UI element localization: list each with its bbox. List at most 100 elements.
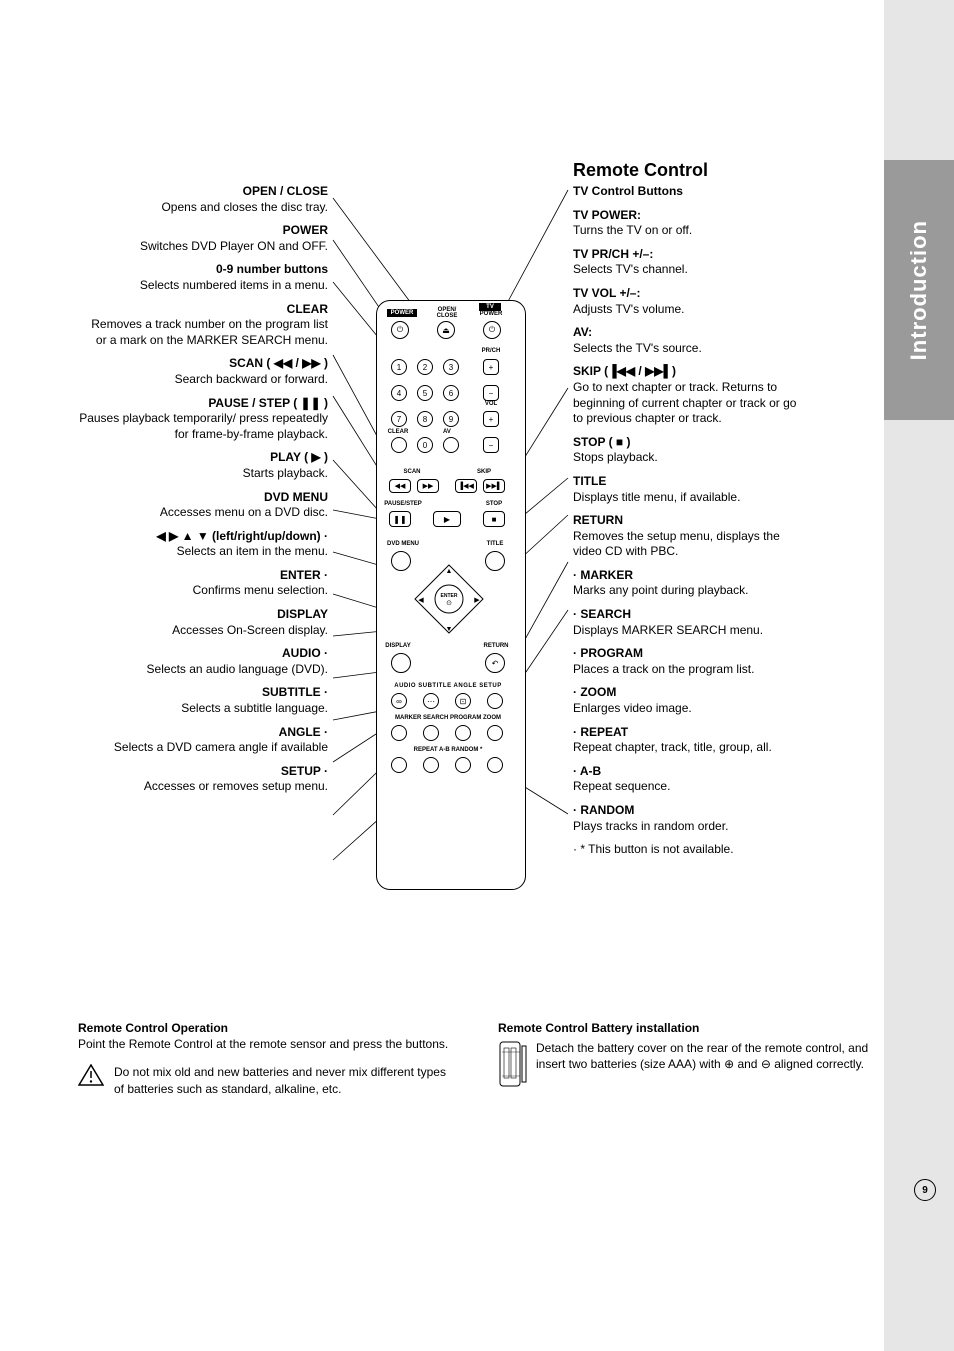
desc-clear: CLEARRemoves a track number on the progr…	[78, 302, 328, 349]
desc-title: TITLEDisplays title menu, if available.	[573, 474, 803, 505]
desc-zoom: · ZOOMEnlarges video image.	[573, 685, 803, 716]
label-tvpower: POWER	[477, 311, 505, 317]
btn-3: 3	[443, 359, 459, 375]
label-row5: MARKER SEARCH PROGRAM ZOOM	[383, 715, 513, 721]
btn-9: 9	[443, 411, 459, 427]
btn-play: ▶	[433, 511, 461, 527]
side-tab-label: Introduction	[906, 220, 932, 360]
desc-audio: AUDIO ·Selects an audio language (DVD).	[78, 646, 328, 677]
left-column: OPEN / CLOSEOpens and closes the disc tr…	[78, 184, 328, 803]
btn-power: ⏻	[391, 321, 409, 339]
btn-clear	[391, 437, 407, 453]
btn-vol-dn: −	[483, 437, 499, 453]
svg-text:▲: ▲	[446, 568, 453, 575]
btn-5: 5	[417, 385, 433, 401]
btn-tvpower: ⏻	[483, 321, 501, 339]
btn-7: 7	[391, 411, 407, 427]
btn-skip-back: ▐◀◀	[455, 479, 477, 493]
svg-text:⊙: ⊙	[446, 600, 452, 607]
btn-repeat	[391, 757, 407, 773]
desc-power: POWERSwitches DVD Player ON and OFF.	[78, 223, 328, 254]
btn-zoom	[487, 725, 503, 741]
desc-tvpower: TV POWER:Turns the TV on or off.	[573, 208, 803, 239]
desc-random: · RANDOMPlays tracks in random order.	[573, 803, 803, 834]
btn-star	[487, 757, 503, 773]
side-tab: Introduction	[884, 160, 954, 420]
btn-subtitle: ⋯	[423, 693, 439, 709]
desc-prch: TV PR/CH +/–:Selects TV's channel.	[573, 247, 803, 278]
op-text: Point the Remote Control at the remote s…	[78, 1037, 448, 1051]
btn-marker	[391, 725, 407, 741]
label-enter: ENTER	[441, 593, 458, 599]
batt-text: Detach the battery cover on the rear of …	[536, 1040, 878, 1072]
btn-display	[391, 653, 411, 673]
btn-scan-back: ◀◀	[389, 479, 411, 493]
label-vol: VOL	[477, 401, 505, 407]
btn-return: ↶	[485, 653, 505, 673]
label-stop: STOP	[481, 501, 507, 507]
desc-pause: PAUSE / STEP ( ❚❚ )Pauses playback tempo…	[78, 396, 328, 443]
batt-heading: Remote Control Battery installation	[498, 1021, 699, 1035]
btn-angle: ⊡	[455, 693, 471, 709]
label-display: DISPLAY	[381, 643, 415, 649]
desc-vol: TV VOL +/–:Adjusts TV's volume.	[573, 286, 803, 317]
btn-8: 8	[417, 411, 433, 427]
label-scan: SCAN	[397, 469, 427, 475]
btn-scan-fwd: ▶▶	[417, 479, 439, 493]
btn-dvdmenu	[391, 551, 411, 571]
label-clear: CLEAR	[385, 429, 411, 435]
desc-dvdmenu: DVD MENUAccesses menu on a DVD disc.	[78, 490, 328, 521]
btn-audio: ∞	[391, 693, 407, 709]
btn-setup	[487, 693, 503, 709]
desc-scan: SCAN ( ◀◀ / ▶▶ )Search backward or forwa…	[78, 356, 328, 387]
btn-pause: ❚❚	[389, 511, 411, 527]
label-openclose: OPEN/ CLOSE	[432, 307, 462, 319]
desc-numbers: 0-9 number buttonsSelects numbered items…	[78, 262, 328, 293]
desc-ab: · A-BRepeat sequence.	[573, 764, 803, 795]
label-row4: AUDIO SUBTITLE ANGLE SETUP	[383, 683, 513, 689]
label-row6: REPEAT A-B RANDOM *	[383, 747, 513, 753]
btn-vol-up: +	[483, 411, 499, 427]
desc-return: RETURNRemoves the setup menu, displays t…	[573, 513, 803, 560]
warning-text: Do not mix old and new batteries and nev…	[114, 1064, 458, 1096]
desc-marker: · MARKERMarks any point during playback.	[573, 568, 803, 599]
btn-6: 6	[443, 385, 459, 401]
right-column: TV Control Buttons TV POWER:Turns the TV…	[573, 184, 803, 866]
page-number: 9	[914, 1179, 936, 1201]
svg-text:◀: ◀	[418, 597, 424, 604]
label-dvdmenu: DVD MENU	[383, 541, 423, 547]
remote-diagram: POWER OPEN/ CLOSE TV POWER ⏻ ⏏ ⏻ PR/CH 1…	[376, 300, 526, 890]
btn-prch-up: +	[483, 359, 499, 375]
desc-repeat: · REPEATRepeat chapter, track, title, gr…	[573, 725, 803, 756]
battery-icon	[498, 1040, 528, 1088]
btn-ab	[423, 757, 439, 773]
desc-arrows: ◀ ▶ ▲ ▼ (left/right/up/down) ·Selects an…	[78, 529, 328, 560]
svg-text:▼: ▼	[446, 626, 453, 633]
btn-skip-fwd: ▶▶▌	[483, 479, 505, 493]
desc-tvbuttons: TV Control Buttons	[573, 184, 803, 200]
label-return: RETURN	[481, 643, 511, 649]
label-prch: PR/CH	[477, 348, 505, 354]
desc-display: DISPLAYAccesses On-Screen display.	[78, 607, 328, 638]
page-title: Remote Control	[573, 160, 708, 181]
label-power: POWER	[387, 309, 417, 317]
btn-program	[455, 725, 471, 741]
btn-2: 2	[417, 359, 433, 375]
desc-play: PLAY ( ▶ )Starts playback.	[78, 450, 328, 481]
desc-av: AV:Selects the TV's source.	[573, 325, 803, 356]
desc-skip: SKIP (▐◀◀ / ▶▶▌)Go to next chapter or tr…	[573, 364, 803, 426]
desc-open-close: OPEN / CLOSEOpens and closes the disc tr…	[78, 184, 328, 215]
label-tv: TV	[479, 303, 501, 311]
btn-av	[443, 437, 459, 453]
bottom-right: Remote Control Battery installation Deta…	[498, 1020, 878, 1097]
desc-enter: ENTER ·Confirms menu selection.	[78, 568, 328, 599]
desc-star: · * This button is not available.	[573, 842, 803, 858]
btn-4: 4	[391, 385, 407, 401]
btn-search	[423, 725, 439, 741]
btn-0: 0	[417, 437, 433, 453]
btn-random	[455, 757, 471, 773]
label-pausestep: PAUSE/STEP	[381, 501, 425, 507]
desc-search: · SEARCHDisplays MARKER SEARCH menu.	[573, 607, 803, 638]
desc-stop: STOP ( ■ )Stops playback.	[573, 435, 803, 466]
nav-ring: ▲ ▼ ◀ ▶ ENTER ⊙	[409, 559, 489, 639]
